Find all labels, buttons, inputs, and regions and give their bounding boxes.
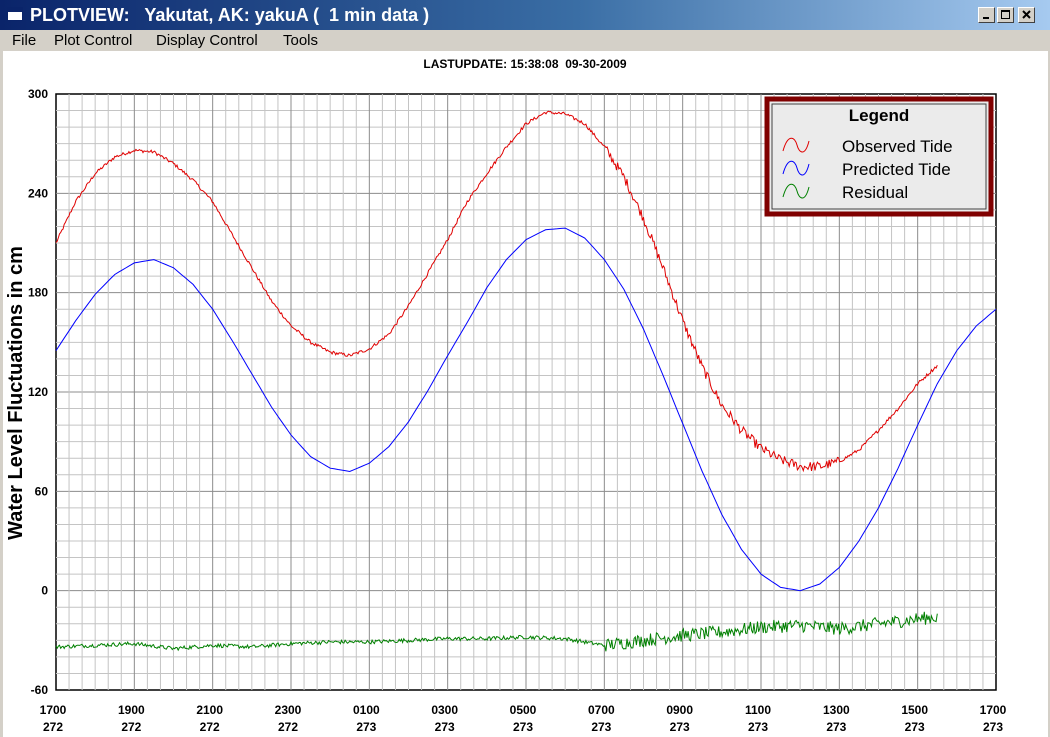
x-tick-day-label: 273 xyxy=(826,720,846,734)
legend-swatch-icon xyxy=(782,183,810,199)
x-tick-day-label: 273 xyxy=(905,720,925,734)
close-button[interactable] xyxy=(1018,7,1035,23)
x-tick-day-label: 273 xyxy=(356,720,376,734)
y-tick-label: 0 xyxy=(41,584,48,598)
legend-title: Legend xyxy=(849,106,909,125)
menu-file[interactable]: File xyxy=(12,32,37,49)
minimize-icon xyxy=(983,17,989,19)
x-tick-time-label: 0100 xyxy=(353,703,380,717)
legend-swatch-icon xyxy=(782,160,810,176)
x-tick-day-label: 273 xyxy=(748,720,768,734)
y-axis-label: Water Level Fluctuations in cm xyxy=(5,246,27,540)
x-tick-day-label: 272 xyxy=(278,720,298,734)
legend-entry-label: Residual xyxy=(842,183,908,202)
x-tick-time-label: 1300 xyxy=(823,703,850,717)
x-tick-time-label: 1500 xyxy=(901,703,928,717)
y-tick-label: 180 xyxy=(28,286,48,300)
x-tick-time-label: 0700 xyxy=(588,703,615,717)
observed-tide-line xyxy=(55,110,938,473)
legend-swatch-icon xyxy=(782,137,810,153)
residual-line xyxy=(55,611,938,652)
x-tick-time-label: 0900 xyxy=(666,703,693,717)
menu-plot-control[interactable]: Plot Control xyxy=(54,32,133,49)
legend-inner-frame xyxy=(771,103,987,210)
y-tick-label: 240 xyxy=(28,186,48,200)
x-tick-day-label: 273 xyxy=(513,720,533,734)
x-tick-day-label: 273 xyxy=(983,720,1003,734)
y-tick-label: 60 xyxy=(35,484,49,498)
legend-entry-label: Observed Tide xyxy=(842,137,953,156)
x-tick-time-label: 1900 xyxy=(118,703,145,717)
x-tick-time-label: 1700 xyxy=(980,703,1007,717)
x-tick-day-label: 272 xyxy=(200,720,220,734)
menu-tools[interactable]: Tools xyxy=(283,32,319,49)
x-tick-time-label: 1700 xyxy=(40,703,67,717)
minimize-button[interactable] xyxy=(978,7,995,23)
title-bar[interactable]: PLOTVIEW: Yakutat, AK: yakuA ( 1 min dat… xyxy=(0,0,1050,30)
predicted-tide-line xyxy=(55,227,997,592)
app-window-icon xyxy=(7,7,23,21)
last-update-label: LASTUPDATE: 15:38:08 09-30-2009 xyxy=(423,57,627,71)
menu-bar: File Plot Control Display Control Tools xyxy=(0,30,1050,51)
x-tick-time-label: 0500 xyxy=(510,703,537,717)
window-title: PLOTVIEW: Yakutat, AK: yakuA ( 1 min dat… xyxy=(30,5,430,25)
x-tick-time-label: 2300 xyxy=(275,703,302,717)
x-tick-time-label: 0300 xyxy=(431,703,458,717)
x-tick-day-label: 273 xyxy=(670,720,690,734)
close-icon xyxy=(1022,10,1031,19)
x-tick-time-label: 1100 xyxy=(745,703,771,717)
y-tick-label: 120 xyxy=(28,385,48,399)
y-tick-label: 300 xyxy=(28,87,48,101)
x-tick-day-label: 272 xyxy=(121,720,141,734)
maximize-icon xyxy=(1001,10,1010,19)
x-tick-day-label: 273 xyxy=(591,720,611,734)
legend-entry-label: Predicted Tide xyxy=(842,160,951,179)
x-tick-day-label: 272 xyxy=(43,720,63,734)
x-tick-day-label: 273 xyxy=(435,720,455,734)
x-tick-time-label: 2100 xyxy=(196,703,223,717)
legend-box xyxy=(764,96,994,217)
maximize-button[interactable] xyxy=(997,7,1014,23)
y-tick-label: -60 xyxy=(31,683,49,697)
menu-display-control[interactable]: Display Control xyxy=(156,32,258,49)
